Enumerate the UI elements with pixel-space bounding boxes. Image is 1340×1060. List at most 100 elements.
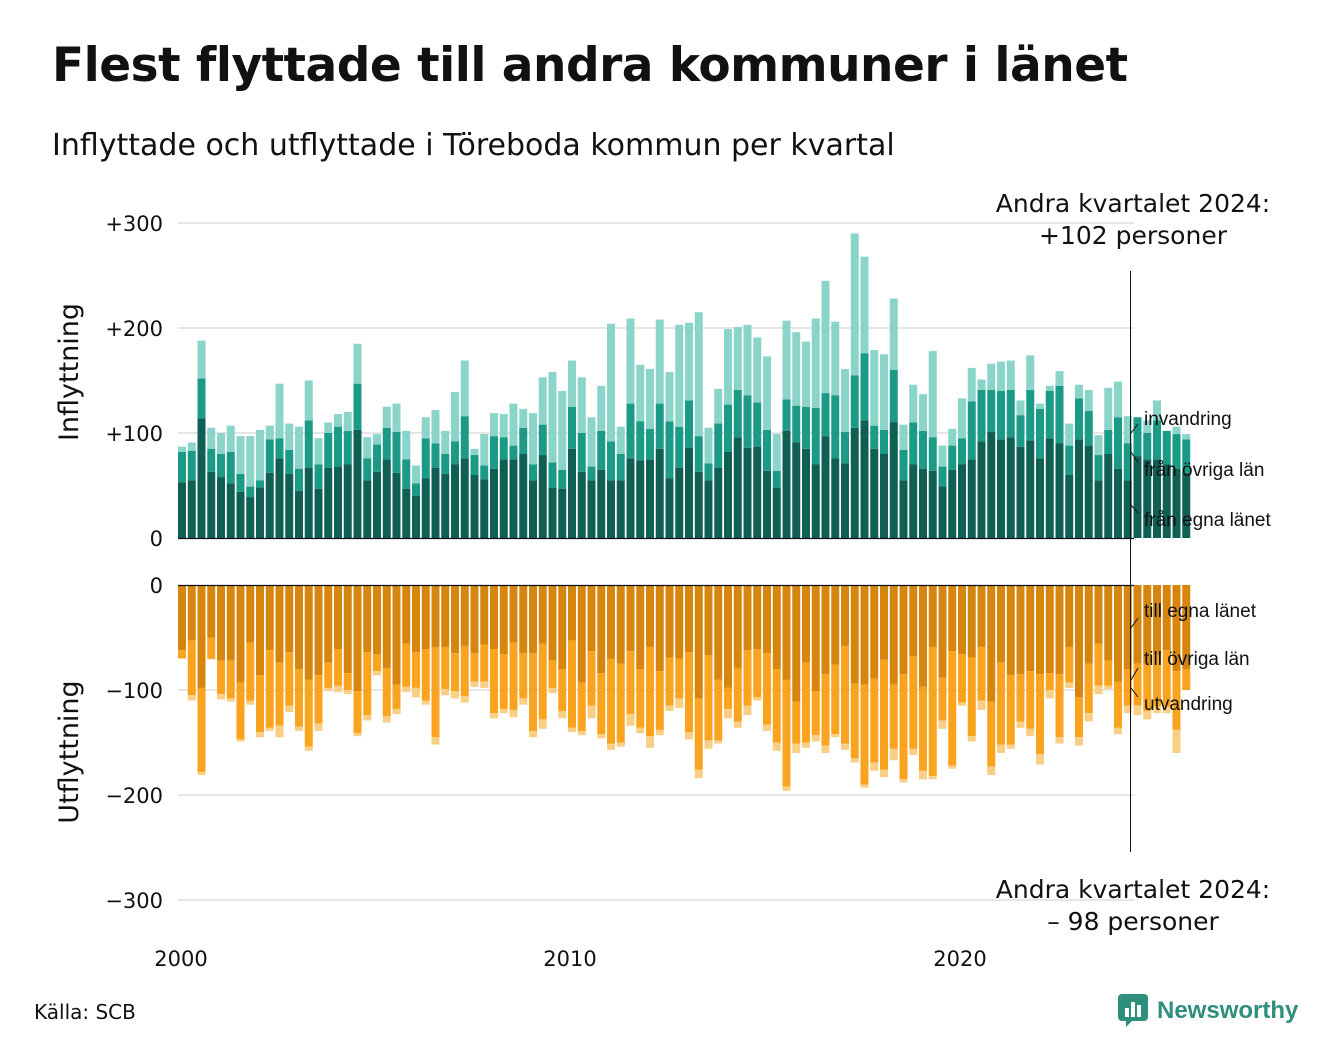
bar-fran-ovriga-lan [714,423,723,468]
bar-invandring [1153,400,1161,421]
bar-till-egna-lanet [772,585,781,669]
bar-till-ovriga-lan [460,645,469,697]
bar-till-egna-lanet [1133,585,1142,664]
bar-till-egna-lanet [1172,585,1181,672]
bar-utvandring [441,688,450,696]
bar-utvandring [538,719,547,729]
bar-utvandring [353,733,362,737]
bar-invandring [392,403,401,432]
bar-fran-egna-lanet [724,451,732,538]
bar-fran-ovriga-lan [792,405,801,443]
bar-utvandring [899,779,908,783]
bar-till-ovriga-lan [880,659,888,770]
bar-till-egna-lanet [412,585,420,653]
bar-till-ovriga-lan [1162,650,1171,707]
bar-fran-egna-lanet [928,470,937,538]
legend-inflow: invandring från övriga län från egna län… [1130,409,1271,531]
bar-till-egna-lanet [1045,585,1054,674]
bar-fran-ovriga-lan [909,422,918,465]
bar-utvandring [743,705,752,716]
bar-invandring [724,329,732,405]
bar-fran-ovriga-lan [568,406,576,449]
bar-till-egna-lanet [421,585,430,650]
bar-till-ovriga-lan [353,691,362,734]
bar-till-ovriga-lan [1114,681,1122,728]
bar-utvandring [499,708,508,714]
bar-invandring [772,434,781,471]
bar-invandring [743,324,752,396]
bar-fran-ovriga-lan [509,445,518,460]
legend-label-invandring: invandring [1144,409,1232,430]
bar-utvandring [304,746,313,751]
bar-till-ovriga-lan [646,646,654,737]
bar-till-egna-lanet [1104,585,1113,661]
bar-invandring [568,360,576,407]
bar-fran-ovriga-lan [382,427,391,460]
bar-fran-egna-lanet [412,496,420,538]
bar-utvandring [626,714,635,726]
bar-invandring [509,403,518,446]
bar-till-egna-lanet [431,585,440,647]
bar-till-egna-lanet [1123,585,1132,669]
bar-invandring [802,341,810,407]
bar-utvandring [1094,685,1103,695]
bar-fran-ovriga-lan [919,430,927,469]
bar-fran-ovriga-lan [217,454,225,478]
bar-till-ovriga-lan [558,669,567,711]
bar-till-egna-lanet [314,585,323,676]
bar-till-ovriga-lan [958,654,966,703]
bar-till-ovriga-lan [655,671,664,730]
bar-fran-ovriga-lan [899,449,908,481]
bar-invandring [577,377,586,433]
bar-fran-egna-lanet [782,430,791,538]
bar-till-egna-lanet [187,585,196,641]
bar-till-egna-lanet [607,585,615,659]
outflow-bars [178,585,1191,791]
bar-till-ovriga-lan [704,655,713,741]
bar-utvandring [343,690,352,695]
bar-till-egna-lanet [841,585,849,646]
bar-till-ovriga-lan [1006,675,1015,745]
bar-till-egna-lanet [870,585,879,679]
bar-invandring [616,426,625,454]
bar-fran-ovriga-lan [685,400,693,448]
bar-till-egna-lanet [353,585,362,692]
bar-till-ovriga-lan [1026,671,1035,729]
bar-fran-ovriga-lan [363,458,372,481]
bar-fran-ovriga-lan [1133,417,1142,457]
bar-fran-egna-lanet [226,483,235,538]
chart-subtitle: Inflyttade och utflyttade i Töreboda kom… [52,128,895,163]
bar-fran-ovriga-lan [236,473,245,492]
bar-till-ovriga-lan [217,660,225,695]
bar-fran-egna-lanet [987,431,996,538]
bar-fran-egna-lanet [860,420,869,538]
bar-till-egna-lanet [675,585,684,659]
bar-fran-ovriga-lan [880,429,888,454]
bar-fran-ovriga-lan [451,441,459,465]
bar-invandring [246,436,255,487]
bar-till-egna-lanet [519,585,528,654]
bar-utvandring [694,769,703,779]
bar-utvandring [967,736,976,742]
bar-fran-egna-lanet [373,471,381,538]
bar-invandring [880,354,888,430]
bar-fran-ovriga-lan [626,403,635,459]
bar-till-egna-lanet [792,585,801,702]
bar-fran-egna-lanet [236,491,245,538]
bar-fran-egna-lanet [334,466,342,538]
bar-invandring [334,414,342,427]
bar-fran-egna-lanet [870,448,879,538]
bar-till-ovriga-lan [1094,643,1103,686]
bar-till-egna-lanet [616,585,625,664]
bar-till-egna-lanet [899,585,908,675]
bar-fran-ovriga-lan [1045,391,1054,439]
bar-fran-egna-lanet [1104,454,1113,538]
bar-utvandring [324,687,333,692]
bar-fran-egna-lanet [470,475,479,538]
bar-fran-ovriga-lan [499,437,508,460]
bar-invandring [412,465,420,484]
bar-fran-ovriga-lan [1172,434,1181,469]
bar-fran-ovriga-lan [538,424,547,456]
bar-invandring [733,326,742,390]
bar-utvandring [860,784,869,788]
